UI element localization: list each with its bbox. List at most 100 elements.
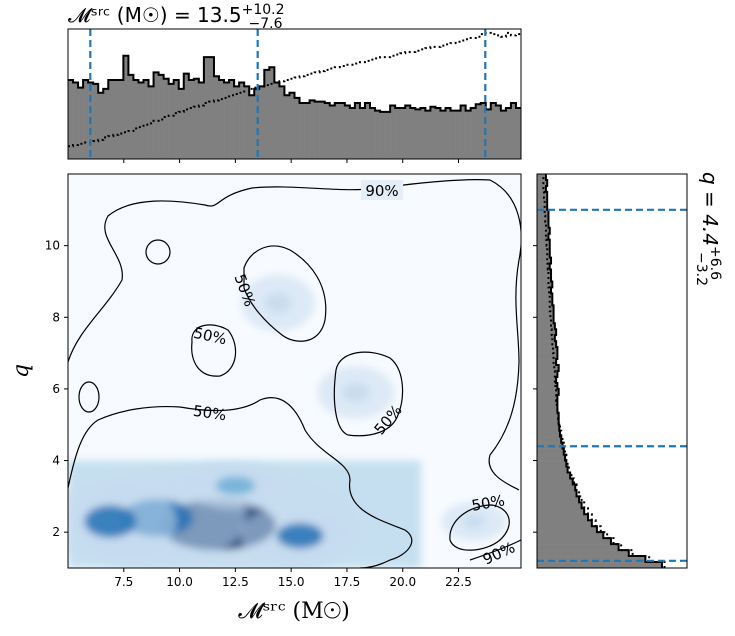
y-tick-label: 2 [52, 525, 60, 539]
top-hist-bar [455, 110, 461, 159]
top-hist-bar [415, 109, 421, 159]
top-hist-bar [445, 108, 451, 159]
right-hist-bar [537, 347, 558, 354]
contour-50-bottom [68, 397, 413, 568]
top-hist-bar [430, 106, 436, 159]
contour-label-bg [361, 180, 403, 200]
top-hist-bar [113, 80, 119, 159]
top-hist-bar [203, 57, 210, 159]
top-hist-bar [465, 110, 471, 159]
right-hist-bar [537, 269, 552, 276]
right-hist-bar [537, 454, 566, 461]
right-hist-bar [537, 215, 549, 223]
top-hist-bar [219, 80, 225, 159]
right-hist-bar [537, 263, 550, 270]
right-hist-bar [537, 424, 560, 431]
top-hist-bar [269, 67, 275, 159]
top-hist-bar [193, 78, 200, 159]
top-hist-bar [390, 105, 396, 159]
density-peak [276, 523, 324, 549]
right-hist-bar [537, 281, 553, 288]
x-tick-label: 10.0 [166, 575, 193, 589]
joint-panel: 90% 50% 50% 50% 50% 50% 90% 7.5 10.0 12.5 1… [9, 173, 522, 624]
top-hist-bar [213, 76, 220, 159]
right-hist-bar [537, 185, 546, 193]
top-hist-bar [339, 102, 346, 159]
top-histogram-lines [68, 29, 521, 159]
density-peak [84, 505, 137, 538]
right-histogram-fill [537, 174, 662, 569]
top-hist-bar [500, 110, 507, 159]
right-hist-bar [537, 400, 558, 408]
right-hist-bar [537, 436, 562, 443]
right-hist-bar [537, 394, 558, 402]
right-title-sub: −3.2 [693, 252, 709, 286]
right-hist-bar [537, 430, 560, 437]
top-hist-bar [370, 108, 376, 159]
top-hist-bar [359, 108, 366, 159]
right-hist-bar [537, 448, 564, 455]
right-hist-bar [537, 365, 559, 372]
top-hist-bar [364, 102, 371, 159]
right-hist-bar [537, 376, 557, 384]
right-hist-bar [537, 305, 554, 312]
contour-50-middle [191, 324, 237, 377]
right-panel-frame [536, 173, 688, 569]
top-hist-bar [405, 105, 411, 159]
top-hist-bar [68, 80, 74, 159]
top-hist-bar [274, 82, 280, 159]
top-hist-bar [349, 108, 356, 159]
right-hist-bar [537, 466, 568, 473]
right-prior-outline [542, 174, 666, 568]
top-hist-outline [68, 54, 521, 113]
top-hist-bar [98, 92, 104, 159]
right-hist-bar [537, 526, 597, 533]
right-hist-bar [537, 203, 548, 211]
contour-labels: 90% 50% 50% 50% 50% 50% 90% [192, 180, 518, 569]
top-hist-bar [163, 78, 169, 159]
top-hist-bar [208, 57, 215, 159]
top-marginal-panel: 𝓜ˢʳᶜ (M☉) = 13.5+10.2 −7.6 [67, 2, 522, 163]
top-hist-bar [309, 100, 315, 159]
right-title-sup: +6.6 [707, 246, 723, 280]
x-tick-label: 7.5 [114, 575, 133, 589]
top-hist-bar [395, 108, 401, 159]
top-hist-bar [158, 74, 164, 159]
right-hist-bar [537, 245, 550, 252]
top-hist-bar [319, 101, 325, 159]
top-hist-bar [410, 108, 416, 159]
right-histogram-lines [537, 174, 687, 568]
x-tick-label: 15.0 [278, 575, 305, 589]
right-hist-bar [537, 556, 646, 563]
joint-panel-frame [67, 173, 522, 569]
y-tick-label: 4 [52, 454, 60, 468]
x-axis-label: 𝓜ˢʳᶜ (M☉) [238, 599, 350, 624]
contour-50-right [333, 351, 404, 437]
top-hist-bar [128, 74, 134, 159]
top-hist-bar [173, 80, 180, 159]
top-hist-bar [485, 109, 492, 159]
top-panel-frame [67, 28, 522, 160]
top-hist-bar [198, 82, 205, 159]
density-peak [264, 293, 291, 313]
top-hist-bar [354, 102, 361, 159]
top-hist-bar [324, 102, 331, 159]
top-hist-bar [83, 80, 89, 159]
right-hist-bar [537, 287, 552, 294]
right-hist-bar [537, 311, 554, 318]
top-hist-bar [244, 86, 250, 159]
heatmap-density [68, 274, 507, 568]
top-hist-bar [249, 95, 255, 159]
top-title-sub: −7.6 [249, 16, 283, 32]
top-hist-bar [153, 72, 159, 159]
top-hist-bar [73, 82, 79, 159]
right-hist-bar [537, 562, 662, 569]
right-hist-bar [537, 388, 559, 396]
y-tick-label: 6 [52, 382, 60, 396]
contour-label-50-lowright: 50% [470, 491, 506, 515]
top-hist-bar [440, 110, 446, 159]
right-hist-bar [537, 227, 550, 234]
top-hist-bar [93, 83, 99, 159]
x-tick-label: 20.0 [389, 575, 416, 589]
